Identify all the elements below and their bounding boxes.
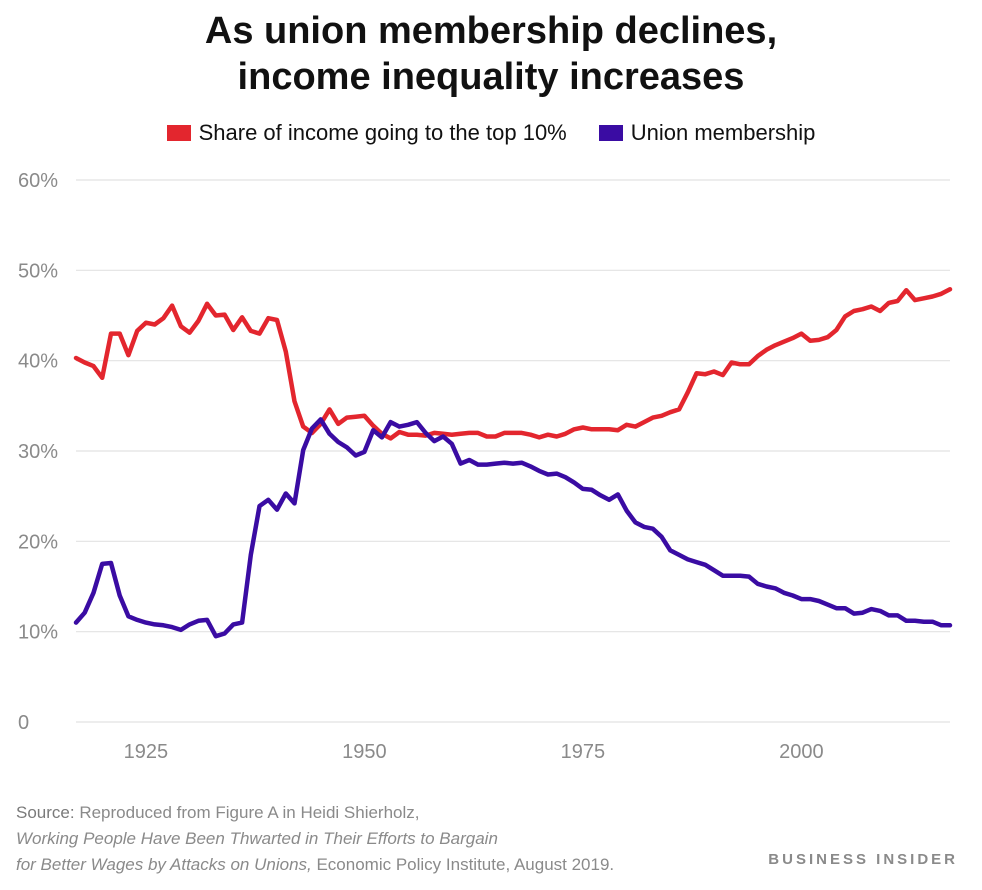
legend-item-union: Union membership <box>598 120 816 146</box>
source-line1: Reproduced from Figure A in Heidi Shierh… <box>79 803 420 822</box>
source-note: Source: Reproduced from Figure A in Heid… <box>16 800 736 878</box>
y-tick-label-20: 20% <box>18 531 58 553</box>
x-tick-label-1950: 1950 <box>342 741 387 763</box>
x-tick-label-1975: 1975 <box>561 741 606 763</box>
legend: Share of income going to the top 10% Uni… <box>0 120 982 146</box>
source-line3-italic: for Better Wages by Attacks on Unions, <box>16 855 312 874</box>
legend-swatch-top10 <box>166 125 191 141</box>
chart-title-line1: As union membership declines, <box>204 10 778 52</box>
y-tick-label-60: 60% <box>18 170 58 192</box>
y-tick-label-50: 50% <box>18 260 58 282</box>
chart-title-line2: income inequality increases <box>237 56 745 98</box>
series-line-union-membership <box>73 417 953 639</box>
series-line-top10-share <box>73 287 953 441</box>
legend-label-top10: Share of income going to the top 10% <box>198 120 567 145</box>
brand-logo: BUSINESS INSIDER <box>768 851 958 868</box>
line-chart: 0 10% 20% 30% 40% 50% 60% 1925 1950 1975 2000 <box>18 170 953 763</box>
y-tick-label-40: 40% <box>18 351 58 373</box>
source-label: Source: <box>16 803 75 822</box>
x-tick-label-1925: 1925 <box>124 741 169 763</box>
y-tick-label-30: 30% <box>18 441 58 463</box>
source-line2: Working People Have Been Thwarted in The… <box>16 829 498 848</box>
y-tick-label-10: 10% <box>18 622 58 644</box>
legend-swatch-union <box>598 125 623 141</box>
chart-title: As union membership declines, income ine… <box>0 8 982 100</box>
x-tick-label-2000: 2000 <box>779 741 824 763</box>
y-tick-label-0: 0 <box>18 712 29 734</box>
legend-item-top10: Share of income going to the top 10% <box>166 120 567 146</box>
source-line3-rest: Economic Policy Institute, August 2019. <box>311 855 615 874</box>
legend-label-union: Union membership <box>630 120 816 145</box>
